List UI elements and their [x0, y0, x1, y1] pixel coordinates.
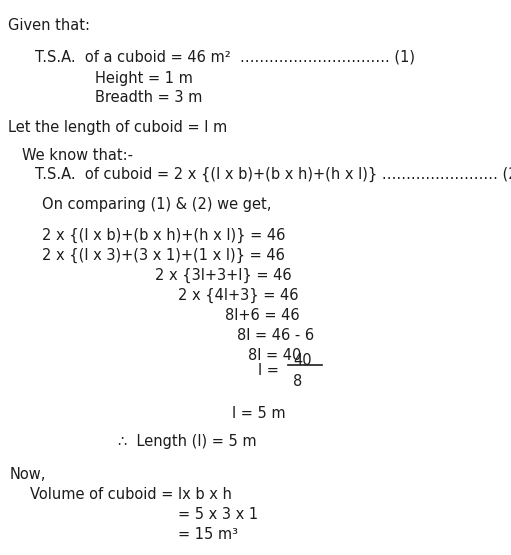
Text: T.S.A.  of a cuboid = 46 m²  …………………………. (1): T.S.A. of a cuboid = 46 m² …………………………. (… — [35, 50, 415, 65]
Text: = 5 x 3 x 1: = 5 x 3 x 1 — [178, 507, 258, 522]
Text: We know that:-: We know that:- — [22, 148, 133, 163]
Text: l = 5 m: l = 5 m — [232, 406, 286, 421]
Text: 2 x {4l+3} = 46: 2 x {4l+3} = 46 — [178, 288, 298, 303]
Text: Breadth = 3 m: Breadth = 3 m — [95, 90, 202, 105]
Text: Given that:: Given that: — [8, 18, 90, 33]
Text: ∴  Length (l) = 5 m: ∴ Length (l) = 5 m — [118, 434, 257, 449]
Text: T.S.A.  of cuboid = 2 x {(l x b)+(b x h)+(h x l)} …………………… (2): T.S.A. of cuboid = 2 x {(l x b)+(b x h)+… — [35, 167, 511, 182]
Text: 40: 40 — [293, 353, 312, 368]
Text: = 15 m³: = 15 m³ — [178, 527, 238, 542]
Text: 2 x {(l x b)+(b x h)+(h x l)} = 46: 2 x {(l x b)+(b x h)+(h x l)} = 46 — [42, 228, 285, 243]
Text: l =: l = — [258, 363, 279, 378]
Text: 2 x {(l x 3)+(3 x 1)+(1 x l)} = 46: 2 x {(l x 3)+(3 x 1)+(1 x l)} = 46 — [42, 248, 285, 263]
Text: 2 x {3l+3+l} = 46: 2 x {3l+3+l} = 46 — [155, 268, 292, 283]
Text: On comparing (1) & (2) we get,: On comparing (1) & (2) we get, — [42, 197, 271, 212]
Text: Volume of cuboid = lx b x h: Volume of cuboid = lx b x h — [30, 487, 232, 502]
Text: 8l = 40: 8l = 40 — [248, 348, 301, 363]
Text: Height = 1 m: Height = 1 m — [95, 71, 193, 86]
Text: Let the length of cuboid = l m: Let the length of cuboid = l m — [8, 120, 227, 135]
Text: Now,: Now, — [10, 467, 47, 482]
Text: 8l+6 = 46: 8l+6 = 46 — [225, 308, 299, 323]
Text: 8: 8 — [293, 374, 302, 389]
Text: 8l = 46 - 6: 8l = 46 - 6 — [237, 328, 314, 343]
